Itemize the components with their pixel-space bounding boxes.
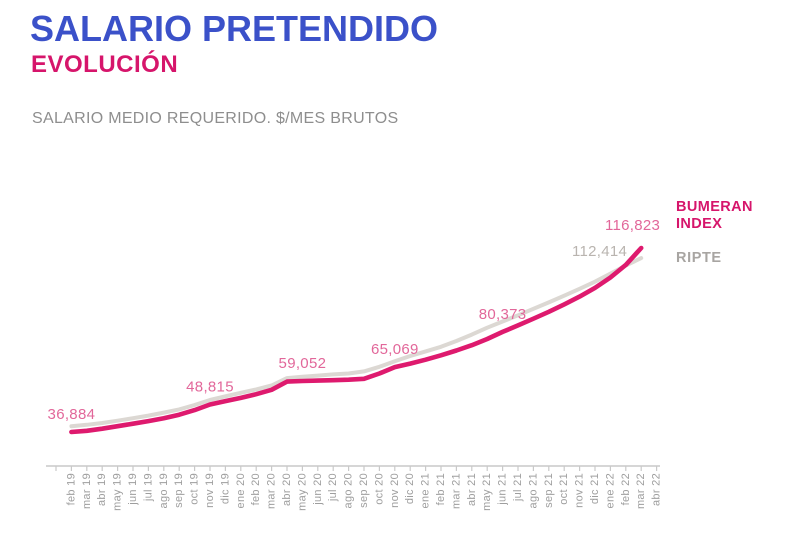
value-label-59052: 59,052	[279, 355, 327, 372]
x-axis-label: dic 19	[219, 473, 231, 504]
x-axis-label: may 21	[481, 473, 493, 511]
x-axis-label: jul 20	[327, 473, 339, 502]
value-label-65069: 65,069	[371, 341, 419, 358]
x-axis-label: mar 21	[450, 473, 462, 509]
value-label-116823: 116,823	[605, 217, 660, 234]
legend-ripte: RIPTE	[676, 250, 722, 266]
ripte-line	[69, 256, 644, 429]
x-axis-label: ene 20	[235, 473, 247, 508]
x-axis-label: jun 21	[497, 473, 509, 506]
x-axis-label: abr 19	[96, 473, 108, 506]
chart-description: SALARIO MEDIO REQUERIDO. $/MES BRUTOS	[32, 110, 399, 127]
x-axis-label: nov 19	[204, 473, 216, 508]
x-axis-label: sep 20	[358, 473, 370, 508]
x-axis-label: ago 20	[343, 473, 355, 508]
legend-bumeran-index: BUMERAN INDEX	[676, 199, 753, 233]
x-axis-label: nov 20	[389, 473, 401, 508]
x-axis-label: jul 21	[512, 473, 524, 502]
x-axis-label: jul 19	[142, 473, 154, 502]
value-label-112414: 112,414	[572, 243, 627, 260]
value-label-48815: 48,815	[186, 379, 234, 396]
x-axis-label: abr 22	[651, 473, 663, 506]
value-label-80373: 80,373	[479, 306, 527, 323]
x-axis-label: feb 22	[620, 473, 632, 505]
page-subtitle: EVOLUCIÓN	[31, 51, 179, 78]
x-axis-label: oct 21	[558, 473, 570, 505]
x-axis-label: abr 20	[281, 473, 293, 506]
x-axis-label: mar 20	[266, 473, 278, 509]
x-axis-label: mar 22	[635, 473, 647, 509]
x-axis-label: dic 20	[404, 473, 416, 504]
x-axis-label: ago 21	[527, 473, 539, 508]
x-axis-label: ene 21	[420, 473, 432, 508]
x-axis-label: abr 21	[466, 473, 478, 506]
x-axis-label: ene 22	[604, 473, 616, 508]
x-axis-label: mar 19	[81, 473, 93, 509]
x-axis-label: ago 19	[158, 473, 170, 508]
x-axis-label: oct 20	[373, 473, 385, 505]
x-axis-label: oct 19	[189, 473, 201, 505]
x-axis-label: feb 20	[250, 473, 262, 505]
x-axis-label: feb 21	[435, 473, 447, 505]
value-label-36884: 36,884	[48, 406, 96, 423]
x-axis-label: jun 20	[312, 473, 324, 506]
salary-evolution-chart: feb 19 mar 19 abr 19 may 19 jun 19 jul 19 ago …	[46, 217, 663, 511]
x-axis-label: sep 21	[543, 473, 555, 508]
x-axis-label: nov 21	[574, 473, 586, 508]
page-title: SALARIO PRETENDIDO	[30, 8, 439, 49]
x-axis-label: may 19	[112, 473, 124, 511]
bumeran-index-line	[69, 245, 644, 435]
x-axis-label: sep 19	[173, 473, 185, 508]
x-axis-label: dic 21	[589, 473, 601, 504]
x-axis-label: jun 19	[127, 473, 139, 506]
x-axis-label: may 20	[296, 473, 308, 511]
x-axis-label: feb 19	[65, 473, 77, 505]
